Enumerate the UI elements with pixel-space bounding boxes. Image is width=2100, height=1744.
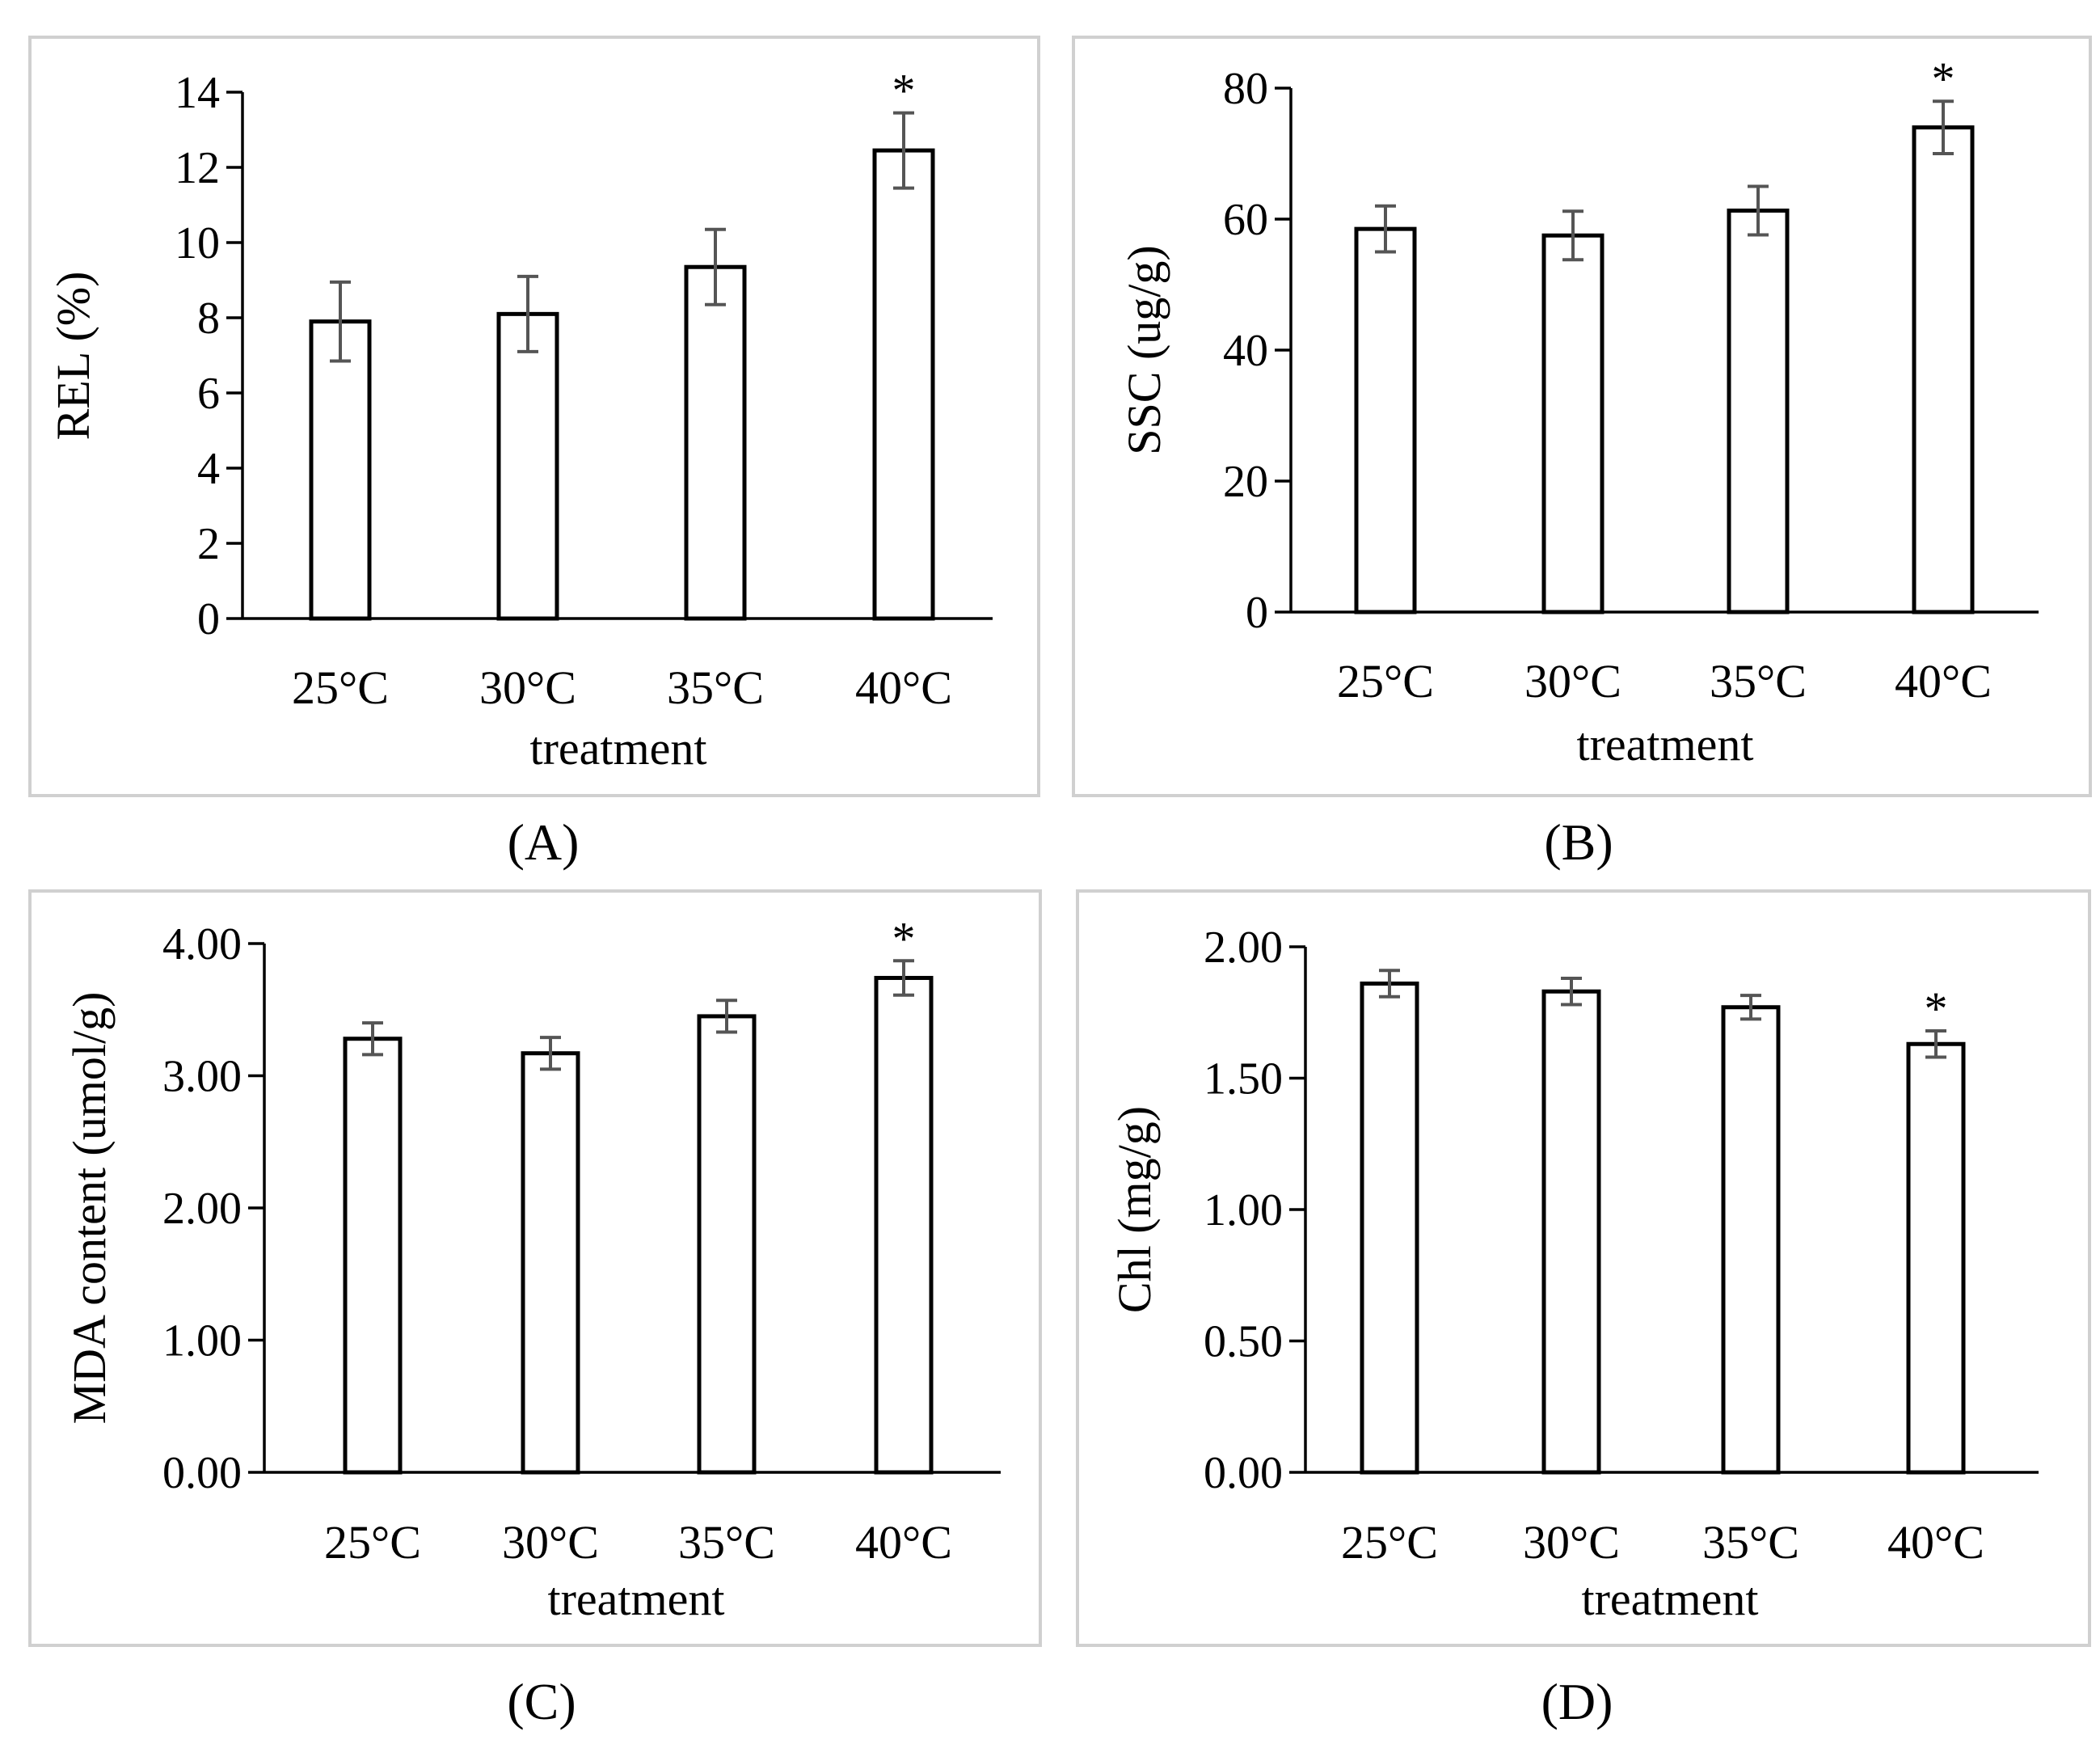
panel-frame xyxy=(1076,889,2091,1647)
y-tick-label: 2.00 xyxy=(162,1184,242,1234)
error-bar xyxy=(330,280,351,363)
panel-caption: (B) xyxy=(1544,813,1613,871)
panel-caption: (C) xyxy=(507,1673,576,1730)
y-tick-label: 3.00 xyxy=(162,1052,242,1102)
x-category-label: 35°C xyxy=(1702,1516,1799,1569)
y-tick-label: 0.00 xyxy=(1204,1448,1283,1498)
y-tick-label: 0.50 xyxy=(1204,1317,1283,1367)
error-bar xyxy=(1375,204,1396,254)
panel-frame xyxy=(28,36,1040,797)
error-bar xyxy=(362,1021,383,1057)
error-bar xyxy=(716,999,737,1034)
panel-c: 0.00 1.00 2.00 3.00 4.00 25°C 30°C 35°C * 40°C tre… xyxy=(28,889,1042,1730)
x-category-label: 40°C xyxy=(855,661,952,714)
significance-star: * xyxy=(892,912,916,965)
bar xyxy=(1541,233,1605,614)
x-axis-title: treatment xyxy=(529,722,706,775)
panel-a: 0 2 4 6 8 10 12 14 25°C 30°C 35°C * 40°C treatment REL… xyxy=(28,36,1040,871)
x-category-label: 25°C xyxy=(292,661,389,714)
error-bar xyxy=(1925,1029,1946,1059)
bar xyxy=(874,976,934,1475)
bar xyxy=(1360,982,1419,1475)
bar xyxy=(1727,208,1790,614)
y-tick-label: 60 xyxy=(1223,195,1268,245)
x-category-label: 30°C xyxy=(1524,655,1621,707)
x-category-label: 40°C xyxy=(855,1516,952,1569)
bar xyxy=(1541,989,1601,1475)
x-category-label: 35°C xyxy=(678,1516,775,1569)
bar xyxy=(684,264,747,621)
significance-star: * xyxy=(1932,53,1955,105)
bar xyxy=(1906,1041,1966,1475)
y-tick-label: 12 xyxy=(175,143,220,193)
error-bar xyxy=(1748,184,1769,237)
y-tick-label: 6 xyxy=(197,369,220,419)
y-tick-label: 10 xyxy=(175,218,220,268)
panel-caption: (D) xyxy=(1541,1673,1613,1730)
bar xyxy=(521,1051,580,1475)
panel-d: 0.00 0.50 1.00 1.50 2.00 25°C 30°C 35°C * 40°C tre… xyxy=(1076,889,2091,1730)
x-category-label: 40°C xyxy=(1887,1516,1984,1569)
error-bar xyxy=(705,227,726,306)
bar xyxy=(1721,1005,1781,1475)
y-tick-label: 4 xyxy=(197,444,220,494)
bar xyxy=(872,148,935,621)
y-axis-title: MDA content (umol/g) xyxy=(63,992,116,1425)
x-category-label: 25°C xyxy=(1337,655,1434,707)
y-tick-label: 2.00 xyxy=(1204,923,1283,973)
error-bar xyxy=(1933,99,1954,155)
y-tick-label: 4.00 xyxy=(162,919,242,969)
error-bar xyxy=(540,1036,561,1071)
y-tick-label: 80 xyxy=(1223,64,1268,114)
y-tick-label: 8 xyxy=(197,293,220,344)
x-category-label: 25°C xyxy=(324,1516,421,1569)
y-tick-label: 0.00 xyxy=(162,1448,242,1498)
panel-b: 0 20 40 60 80 25°C 30°C 35°C * 40°C treatment SSC (… xyxy=(1072,36,2092,871)
y-tick-label: 2 xyxy=(197,519,220,569)
error-bar xyxy=(517,274,538,353)
significance-star: * xyxy=(1925,982,1948,1035)
y-tick-label: 1.00 xyxy=(162,1316,242,1366)
y-tick-label: 0 xyxy=(1246,588,1268,638)
error-bar xyxy=(1740,994,1761,1021)
error-bar xyxy=(893,111,914,190)
x-axis-title: treatment xyxy=(1576,718,1753,771)
panel-frame xyxy=(1072,36,2092,797)
y-axis-title: SSC (ug/g) xyxy=(1118,245,1170,454)
error-bar xyxy=(1561,977,1582,1007)
error-bar xyxy=(1379,969,1400,999)
error-bar xyxy=(893,959,914,997)
bar xyxy=(697,1014,757,1475)
bar xyxy=(496,311,559,621)
x-axis-title: treatment xyxy=(547,1573,724,1625)
bar xyxy=(343,1037,403,1475)
x-category-label: 35°C xyxy=(1710,655,1807,707)
y-tick-label: 20 xyxy=(1223,457,1268,507)
y-tick-label: 1.00 xyxy=(1204,1185,1283,1235)
x-category-label: 30°C xyxy=(479,661,576,714)
bar xyxy=(1912,125,1975,614)
panel-frame xyxy=(28,889,1042,1647)
y-tick-label: 1.50 xyxy=(1204,1054,1283,1104)
panel-caption: (A) xyxy=(508,813,580,871)
x-axis-title: treatment xyxy=(1581,1573,1758,1625)
x-category-label: 30°C xyxy=(1523,1516,1620,1569)
y-tick-label: 14 xyxy=(175,68,220,118)
x-category-label: 40°C xyxy=(1895,655,1992,707)
bar xyxy=(309,319,372,621)
x-category-label: 35°C xyxy=(667,661,764,714)
x-category-label: 25°C xyxy=(1341,1516,1438,1569)
error-bar xyxy=(1562,209,1583,262)
y-tick-label: 40 xyxy=(1223,326,1268,376)
significance-star: * xyxy=(892,65,916,117)
y-axis-title: REL (%) xyxy=(47,272,99,441)
x-category-label: 30°C xyxy=(502,1516,599,1569)
y-axis-title: Chl (mg/g) xyxy=(1108,1106,1161,1313)
y-tick-label: 0 xyxy=(197,594,220,644)
bar xyxy=(1354,226,1417,614)
